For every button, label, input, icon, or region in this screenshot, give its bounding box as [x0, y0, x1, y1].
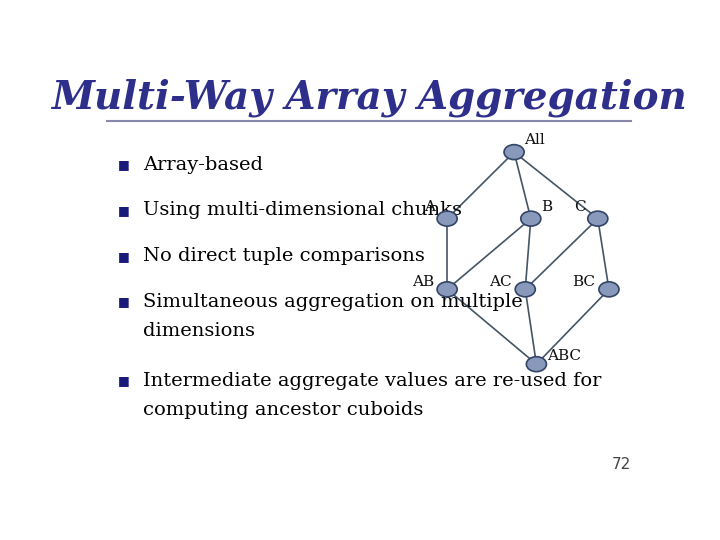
Text: ■: ■	[118, 158, 130, 171]
Text: ■: ■	[118, 295, 130, 308]
Text: No direct tuple comparisons: No direct tuple comparisons	[143, 247, 425, 265]
Text: C: C	[574, 200, 585, 214]
Text: ABC: ABC	[548, 349, 582, 363]
Text: ■: ■	[118, 249, 130, 262]
Circle shape	[504, 145, 524, 160]
Text: dimensions: dimensions	[143, 322, 255, 340]
Text: ■: ■	[118, 204, 130, 217]
Circle shape	[437, 282, 457, 297]
Circle shape	[516, 282, 535, 297]
Circle shape	[526, 357, 546, 372]
Text: computing ancestor cuboids: computing ancestor cuboids	[143, 401, 423, 419]
Circle shape	[599, 282, 619, 297]
Text: AC: AC	[489, 274, 512, 288]
Circle shape	[437, 211, 457, 226]
Text: Multi-Way Array Aggregation: Multi-Way Array Aggregation	[51, 79, 687, 117]
Text: B: B	[541, 200, 552, 214]
Circle shape	[588, 211, 608, 226]
Text: Array-based: Array-based	[143, 156, 269, 173]
Text: A: A	[424, 200, 435, 214]
Text: Using multi-dimensional chunks: Using multi-dimensional chunks	[143, 201, 462, 219]
Text: BC: BC	[572, 274, 595, 288]
Text: Simultaneous aggregation on multiple: Simultaneous aggregation on multiple	[143, 293, 523, 311]
Text: All: All	[524, 133, 545, 147]
Text: 72: 72	[612, 457, 631, 472]
Text: ■: ■	[118, 374, 130, 387]
Text: AB: AB	[412, 274, 433, 288]
Circle shape	[521, 211, 541, 226]
Text: Intermediate aggregate values are re-used for: Intermediate aggregate values are re-use…	[143, 372, 601, 390]
